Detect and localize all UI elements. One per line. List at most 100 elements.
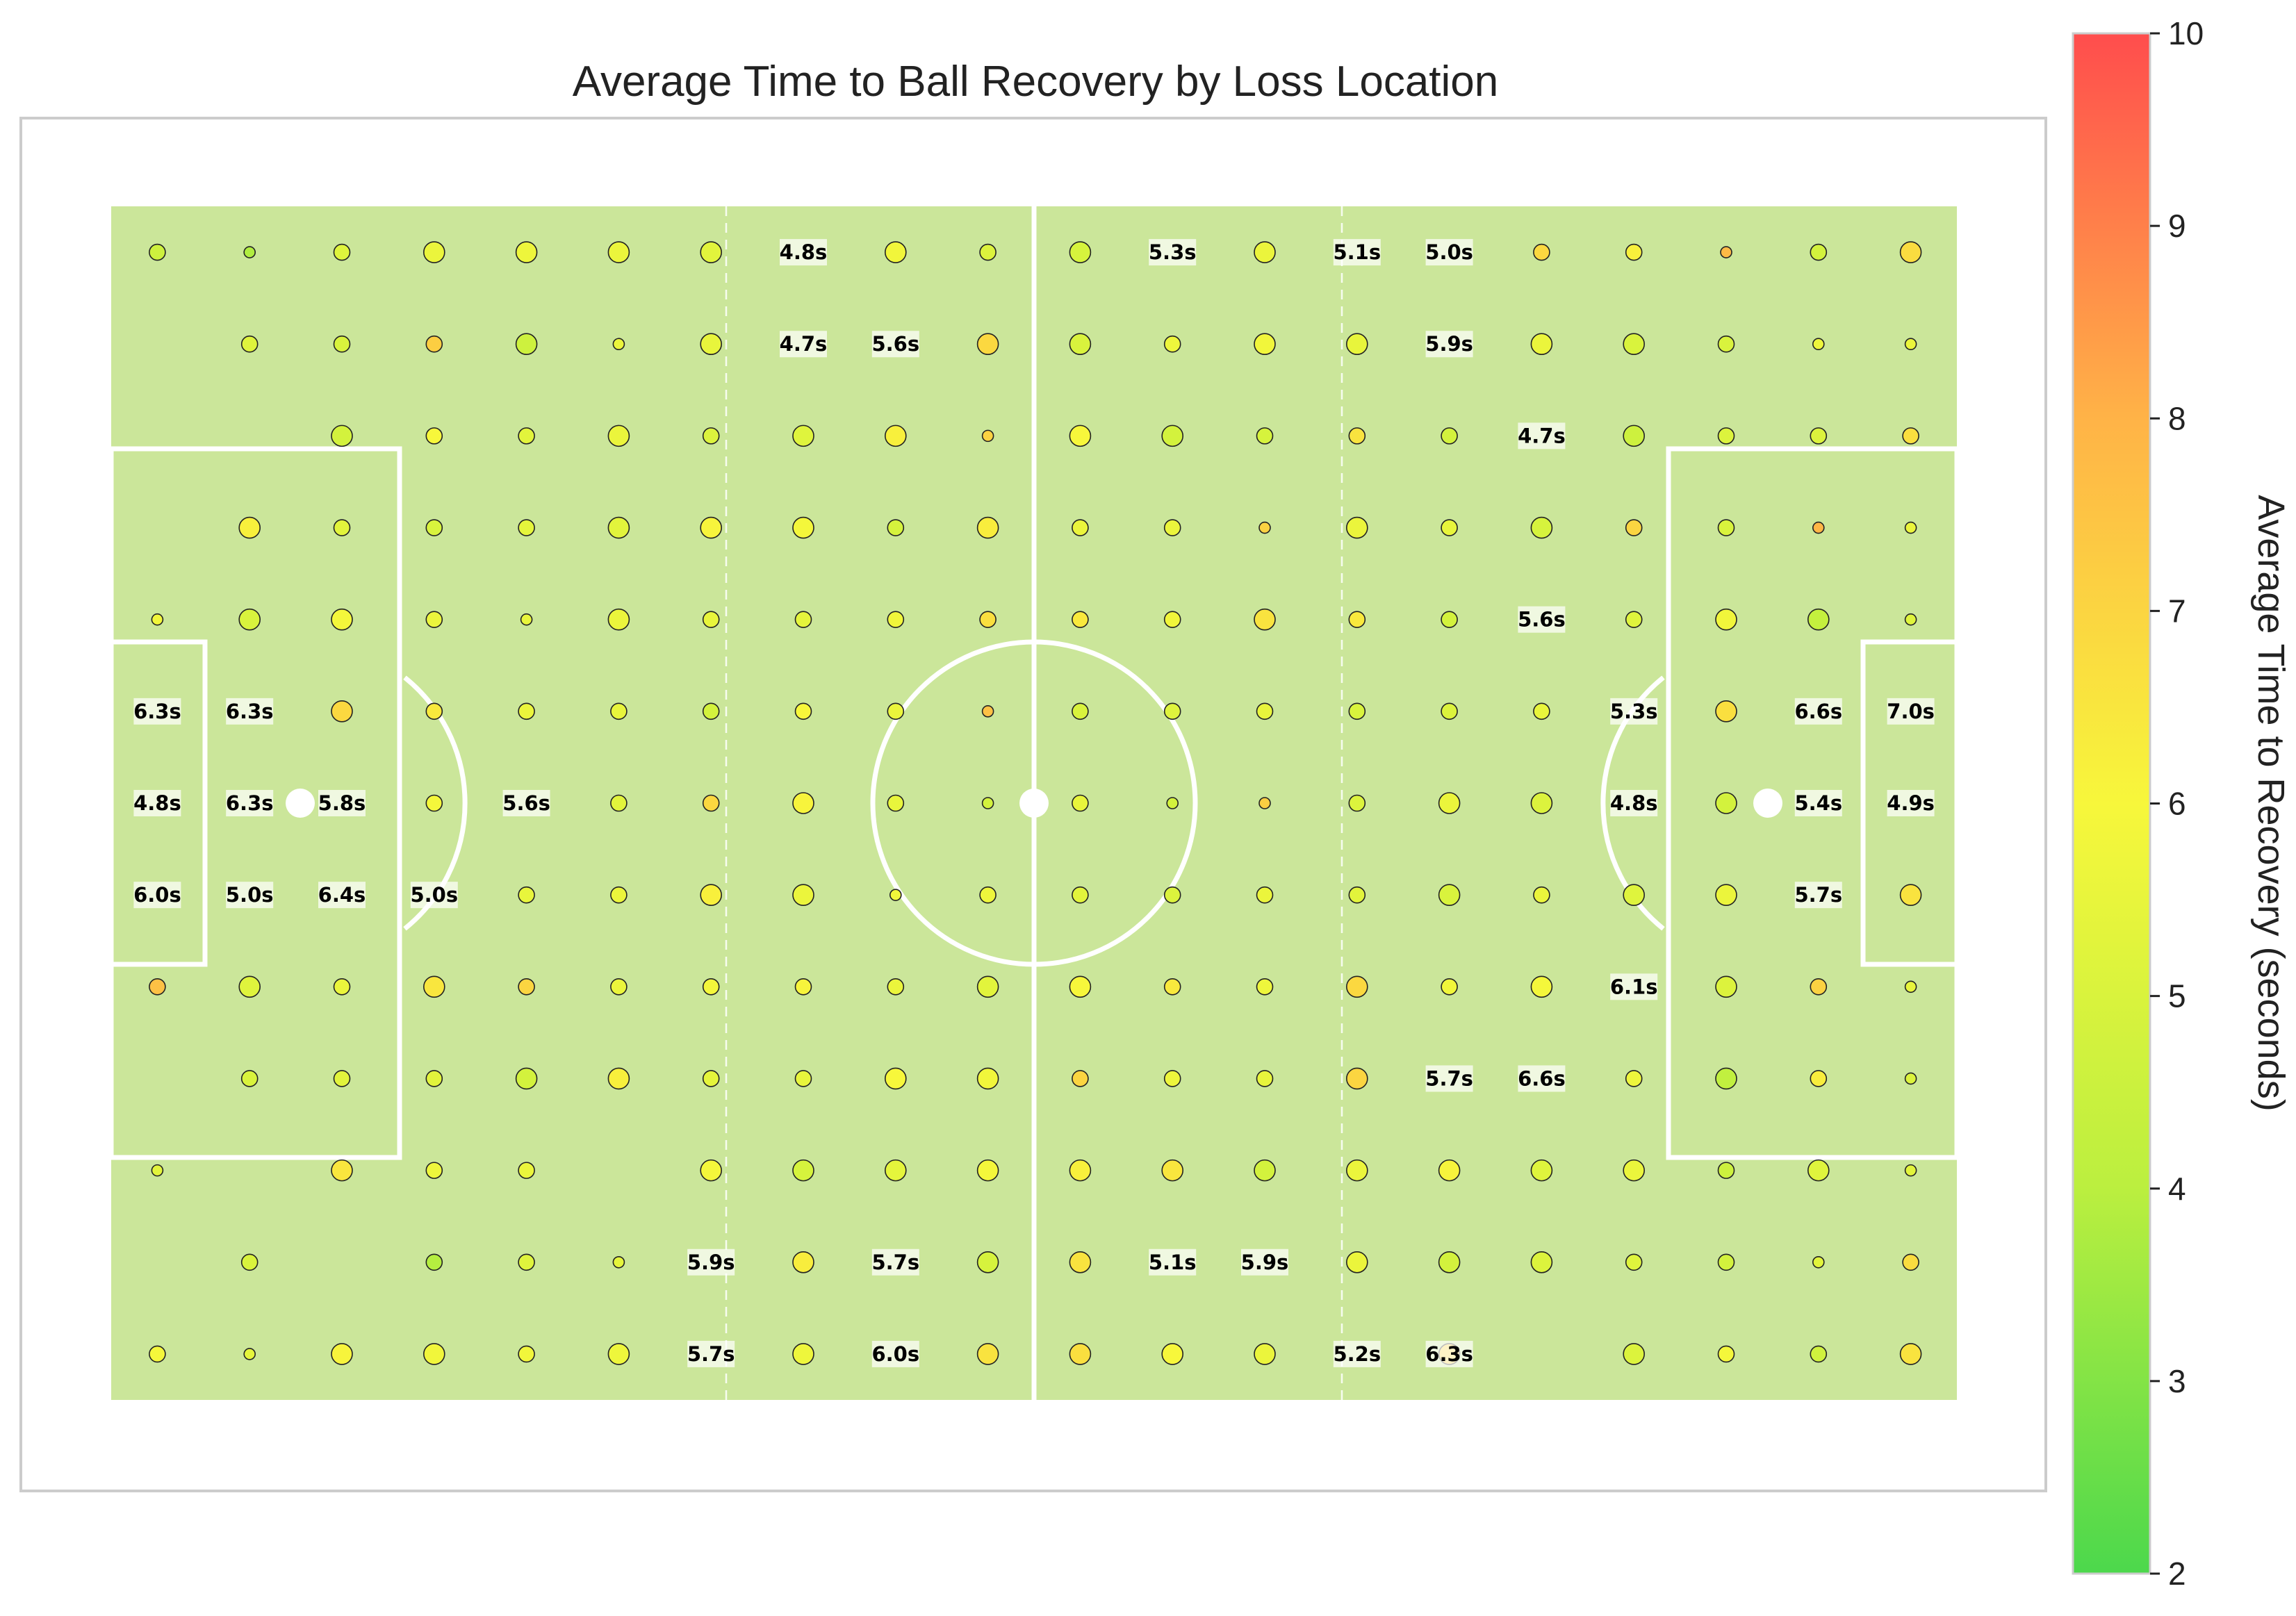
scatter-point: [612, 338, 625, 351]
scatter-point: [1072, 702, 1089, 720]
data-label: 5.0s: [410, 882, 458, 909]
data-label-bg: [687, 1248, 735, 1276]
data-label: 6.1s: [1610, 973, 1658, 1000]
data-label-bg: [133, 698, 181, 725]
scatter-point: [1163, 702, 1181, 720]
data-label: 5.7s: [1425, 1065, 1473, 1092]
center-spot: [1019, 789, 1049, 818]
data-label-text: 7.0s: [1887, 700, 1935, 723]
data-label-bg: [1794, 698, 1842, 725]
scatter-point: [1807, 608, 1830, 631]
scatter-point: [702, 794, 720, 812]
scatter-point: [1163, 1070, 1181, 1087]
scatter-point: [702, 1070, 720, 1087]
scatter-point: [607, 608, 630, 631]
data-label-bg: [1794, 790, 1842, 816]
scatter-point: [515, 241, 538, 263]
data-label-bg: [1610, 790, 1658, 816]
data-label: 5.6s: [502, 790, 550, 816]
scatter-point: [425, 1162, 443, 1179]
scatter-point: [885, 241, 907, 263]
scatter-point: [702, 611, 720, 628]
scatter-point: [333, 978, 351, 996]
data-label-text: 5.6s: [871, 332, 919, 356]
data-label-text: 5.7s: [687, 1342, 735, 1366]
scatter-point: [423, 1343, 445, 1365]
scatter-point: [610, 886, 628, 904]
scatter-point: [1069, 1251, 1092, 1273]
scatter-point: [1812, 521, 1825, 534]
scatter-point: [1904, 1164, 1917, 1177]
colorbar-tick-label: 8: [2168, 400, 2186, 436]
scatter-point: [1348, 886, 1366, 904]
scatter-point: [1069, 424, 1092, 447]
scatter-point: [333, 519, 351, 536]
scatter-point: [1530, 516, 1553, 539]
scatter-point: [1069, 1159, 1092, 1182]
data-label-text: 6.3s: [133, 700, 181, 723]
scatter-point: [700, 516, 723, 539]
data-label: 6.3s: [226, 698, 274, 725]
scatter-point: [1904, 1072, 1917, 1085]
scatter-point: [1623, 884, 1645, 906]
scatter-point: [976, 975, 999, 998]
data-label-bg: [1518, 422, 1566, 450]
data-label-text: 6.3s: [226, 791, 274, 815]
scatter-point: [1069, 975, 1092, 998]
data-label-bg: [318, 790, 366, 816]
scatter-point: [238, 516, 261, 539]
scatter-point: [1072, 794, 1089, 812]
scatter-point: [792, 792, 814, 814]
scatter-point: [1902, 427, 1919, 445]
scatter-point: [1717, 1253, 1735, 1271]
data-label-bg: [871, 1248, 919, 1276]
scatter-point: [976, 1067, 999, 1090]
scatter-point: [887, 794, 905, 812]
data-label-bg: [871, 331, 919, 358]
scatter-point: [1161, 424, 1183, 447]
scatter-point: [1254, 333, 1276, 356]
scatter-point: [610, 702, 628, 720]
scatter-point: [1163, 886, 1181, 904]
scatter-point: [607, 241, 630, 263]
scatter-point: [700, 333, 723, 356]
data-label-text: 5.7s: [1794, 883, 1842, 907]
data-label: 6.6s: [1518, 1065, 1566, 1092]
scatter-point: [1166, 797, 1179, 809]
scatter-point: [425, 611, 443, 628]
data-label-bg: [226, 882, 274, 909]
scatter-point: [1717, 519, 1735, 536]
data-label-text: 4.9s: [1887, 791, 1935, 815]
scatter-point: [1720, 246, 1732, 258]
data-label: 5.2s: [1333, 1340, 1381, 1367]
center-circle: [870, 639, 1198, 967]
data-label-text: 5.9s: [687, 1251, 735, 1274]
scatter-point: [607, 516, 630, 539]
data-label-text: 5.7s: [871, 1251, 919, 1274]
scatter-point: [1530, 333, 1553, 356]
scatter-point: [333, 1070, 351, 1087]
data-label-bg: [687, 1340, 735, 1367]
scatter-point: [518, 1253, 535, 1271]
scatter-point: [149, 1345, 166, 1363]
scatter-point: [425, 702, 443, 720]
scatter-point: [1254, 1159, 1276, 1182]
scatter-point: [425, 794, 443, 812]
data-label-text: 4.8s: [780, 240, 828, 264]
colorbar-tick-label: 9: [2168, 208, 2186, 244]
data-label: 4.8s: [133, 790, 181, 816]
scatter-point: [1530, 1159, 1553, 1182]
data-label-text: 5.7s: [1425, 1066, 1473, 1090]
scatter-point: [794, 978, 812, 996]
data-label-text: 5.6s: [1518, 608, 1566, 632]
data-label-text: 5.3s: [1149, 240, 1197, 264]
scatter-point: [976, 333, 999, 356]
scatter-point: [425, 1253, 443, 1271]
scatter-point: [1904, 521, 1917, 534]
data-label: 5.8s: [318, 790, 366, 816]
scatter-point: [425, 1070, 443, 1087]
scatter-point: [1163, 611, 1181, 628]
data-label-text: 4.7s: [1518, 424, 1566, 447]
scatter-point: [238, 975, 261, 998]
